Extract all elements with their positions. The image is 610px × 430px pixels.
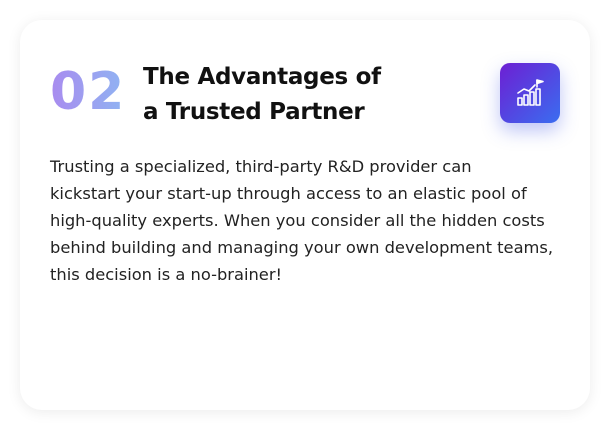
growth-chart-flag-icon bbox=[517, 79, 544, 106]
step-number: 02 bbox=[50, 62, 127, 122]
card-title: The Advantages of a Trusted Partner bbox=[143, 60, 443, 130]
description-line-2: kickstart your start-up through access t… bbox=[50, 184, 527, 203]
description-line-4: behind building and managing your own de… bbox=[50, 238, 554, 257]
description-line-1: Trusting a specialized, third-party R&D … bbox=[50, 157, 472, 176]
feature-card: 02 The Advantages of a Trusted Partner T… bbox=[20, 20, 590, 410]
description-line-3: high-quality experts. When you consider … bbox=[50, 211, 545, 230]
card-title-line-2: a Trusted Partner bbox=[143, 99, 365, 125]
description-line-5: this decision is a no-brainer! bbox=[50, 265, 283, 284]
icon-tile bbox=[500, 63, 560, 123]
card-title-line-1: The Advantages of bbox=[143, 64, 381, 90]
card-description: Trusting a specialized, third-party R&D … bbox=[50, 153, 570, 288]
